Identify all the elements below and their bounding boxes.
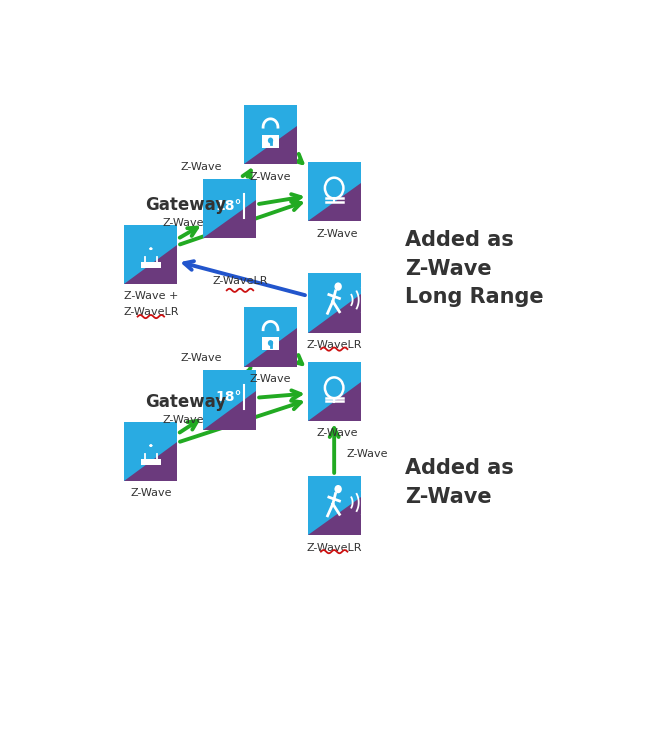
Circle shape	[268, 340, 273, 346]
Bar	[203, 179, 256, 239]
Text: Z-Wave: Z-Wave	[316, 229, 357, 239]
Polygon shape	[307, 382, 361, 421]
Bar	[262, 337, 279, 350]
Text: Z-WaveLR: Z-WaveLR	[306, 340, 362, 350]
Text: Z-Wave: Z-Wave	[180, 353, 222, 363]
Text: Gateway: Gateway	[146, 393, 227, 411]
Bar	[262, 135, 279, 148]
Text: 18°: 18°	[215, 390, 242, 404]
Text: Z-Wave: Z-Wave	[250, 374, 291, 384]
Bar	[307, 362, 361, 421]
Polygon shape	[124, 245, 177, 284]
Bar	[124, 225, 177, 284]
Polygon shape	[244, 126, 297, 165]
Circle shape	[334, 282, 342, 290]
Bar	[307, 476, 361, 535]
Bar	[307, 162, 361, 222]
Bar	[141, 262, 161, 268]
Text: Z-Wave: Z-Wave	[180, 162, 222, 172]
Polygon shape	[124, 442, 177, 481]
Text: Z-Wave: Z-Wave	[250, 172, 291, 182]
Text: Z-Wave: Z-Wave	[346, 449, 388, 459]
Circle shape	[268, 138, 273, 144]
Text: Z-WaveLR: Z-WaveLR	[306, 542, 362, 553]
Bar	[244, 105, 297, 165]
Bar	[124, 422, 177, 481]
Text: Z-Wave: Z-Wave	[162, 218, 204, 228]
Text: Z-Wave +: Z-Wave +	[124, 291, 178, 302]
Text: Z-WaveLR: Z-WaveLR	[123, 308, 179, 317]
Text: 18°: 18°	[215, 199, 242, 213]
Text: Z-Wave: Z-Wave	[316, 428, 357, 439]
Polygon shape	[203, 200, 256, 239]
Bar	[307, 273, 361, 333]
Polygon shape	[307, 496, 361, 535]
Text: Z-Wave: Z-Wave	[130, 488, 171, 498]
Text: Added as
Z-Wave
Long Range: Added as Z-Wave Long Range	[405, 230, 544, 308]
Text: Gateway: Gateway	[146, 196, 227, 214]
Text: Added as
Z-Wave: Added as Z-Wave	[405, 458, 514, 507]
Bar	[244, 308, 297, 367]
Text: Z-WaveLR: Z-WaveLR	[212, 276, 267, 286]
Bar	[203, 370, 256, 430]
Polygon shape	[203, 391, 256, 430]
Circle shape	[334, 485, 342, 494]
Polygon shape	[244, 328, 297, 367]
Polygon shape	[307, 294, 361, 333]
Polygon shape	[307, 183, 361, 222]
Text: Z-Wave: Z-Wave	[162, 415, 204, 425]
Bar	[141, 459, 161, 465]
